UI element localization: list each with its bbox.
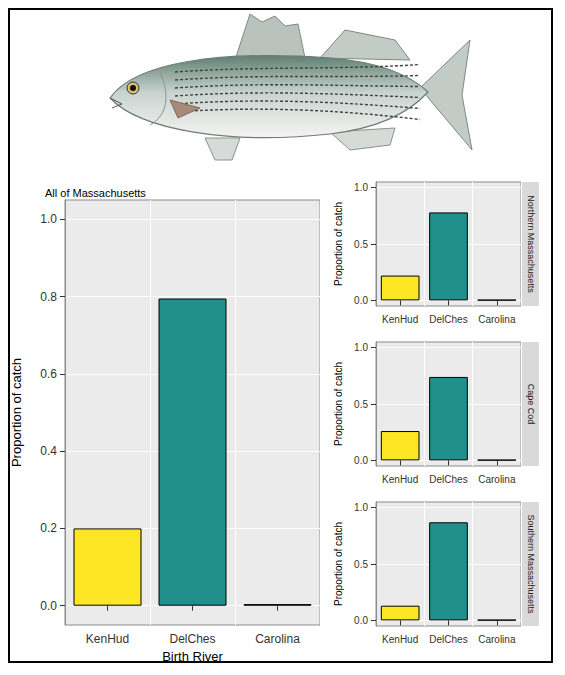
svg-text:Birth River: Birth River [162,649,223,664]
svg-text:0.2: 0.2 [40,521,57,535]
svg-text:0.5: 0.5 [354,239,368,250]
svg-text:Carolina: Carolina [478,634,516,645]
svg-text:0.6: 0.6 [40,367,57,381]
svg-text:Southern Massachusetts: Southern Massachusetts [526,514,536,614]
svg-text:KenHud: KenHud [382,474,418,485]
svg-text:Cape Cod: Cape Cod [526,384,536,425]
svg-text:KenHud: KenHud [86,632,129,646]
svg-text:0.0: 0.0 [354,455,368,466]
svg-text:0.5: 0.5 [354,399,368,410]
svg-text:Carolina: Carolina [255,632,300,646]
svg-text:Proportion of catch: Proportion of catch [9,358,24,467]
svg-text:Carolina: Carolina [478,474,516,485]
svg-text:DelChes: DelChes [429,474,467,485]
svg-text:0.4: 0.4 [40,444,57,458]
svg-text:Northern Massachusetts: Northern Massachusetts [526,195,536,293]
svg-text:All of Massachusetts: All of Massachusetts [45,187,146,199]
svg-text:Carolina: Carolina [478,314,516,325]
svg-text:1.0: 1.0 [354,342,368,353]
svg-text:0.0: 0.0 [354,615,368,626]
svg-text:0.5: 0.5 [354,559,368,570]
svg-text:1.0: 1.0 [354,182,368,193]
svg-text:Proportion of catch: Proportion of catch [333,362,344,446]
svg-text:0.0: 0.0 [40,599,57,613]
svg-text:Proportion of catch: Proportion of catch [333,522,344,606]
svg-text:1.0: 1.0 [40,212,57,226]
svg-text:1.0: 1.0 [354,502,368,513]
svg-text:KenHud: KenHud [382,634,418,645]
svg-text:DelChes: DelChes [169,632,215,646]
svg-text:0.0: 0.0 [354,295,368,306]
svg-text:DelChes: DelChes [429,634,467,645]
svg-text:0.8: 0.8 [40,290,57,304]
svg-text:DelChes: DelChes [429,314,467,325]
svg-text:KenHud: KenHud [382,314,418,325]
svg-text:Proportion of catch: Proportion of catch [333,202,344,286]
